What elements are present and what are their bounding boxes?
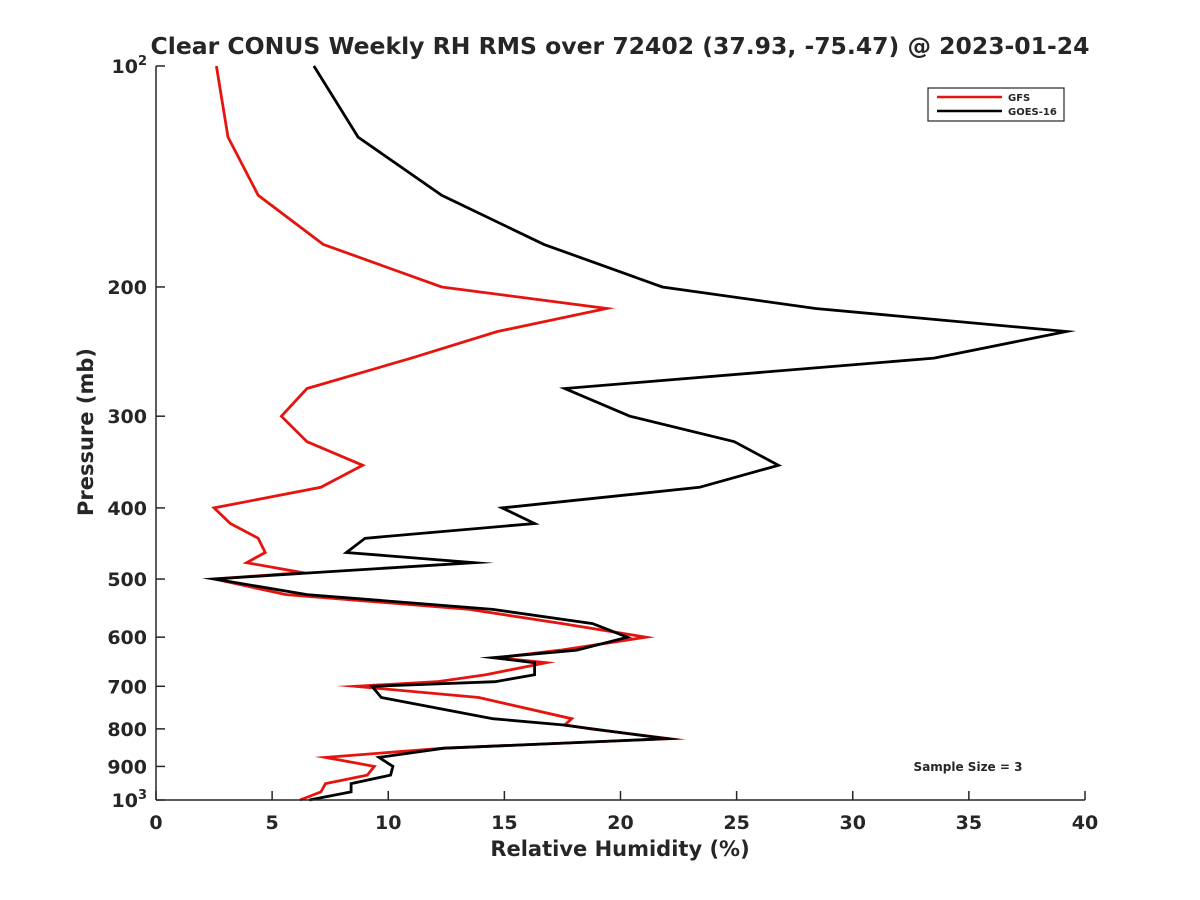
y-axis-ticks: 102 200 300 400 500 600 700 800 900 103 (107, 54, 165, 812)
x-tick-label: 40 (1072, 812, 1098, 834)
y-tick-label: 103 (112, 788, 148, 812)
y-tick-label: 900 (107, 756, 147, 778)
sample-size-annotation: Sample Size = 3 (914, 760, 1023, 774)
x-tick-label: 5 (266, 812, 279, 834)
x-tick-label: 10 (375, 812, 401, 834)
x-tick-label: 30 (840, 812, 866, 834)
y-tick-label: 102 (112, 54, 148, 78)
x-tick-label: 0 (149, 812, 162, 834)
legend-goes16-label: GOES-16 (1008, 107, 1057, 118)
series-lines (201, 65, 1077, 802)
x-tick-label: 25 (723, 812, 749, 834)
x-tick-label: 35 (956, 812, 982, 834)
x-axis-ticks: 0 5 10 15 20 25 30 35 40 (149, 791, 1098, 834)
legend-gfs-label: GFS (1008, 93, 1030, 104)
chart-title: Clear CONUS Weekly RH RMS over 72402 (37… (151, 32, 1090, 60)
y-tick-label: 600 (107, 627, 147, 649)
y-tick-label: 700 (107, 676, 147, 698)
x-tick-label: 20 (607, 812, 633, 834)
y-axis-label: Pressure (mb) (74, 348, 98, 516)
y-tick-label: 200 (107, 277, 147, 299)
x-tick-label: 15 (491, 812, 517, 834)
y-tick-label: 300 (107, 406, 147, 428)
y-tick-label: 500 (107, 569, 147, 591)
y-tick-label: 400 (107, 498, 147, 520)
x-axis-label: Relative Humidity (%) (490, 837, 749, 861)
legend: GFS GOES-16 (927, 87, 1065, 122)
legend-box (927, 87, 1065, 122)
series-line-goes16 (201, 65, 1077, 802)
y-tick-label: 800 (107, 719, 147, 741)
